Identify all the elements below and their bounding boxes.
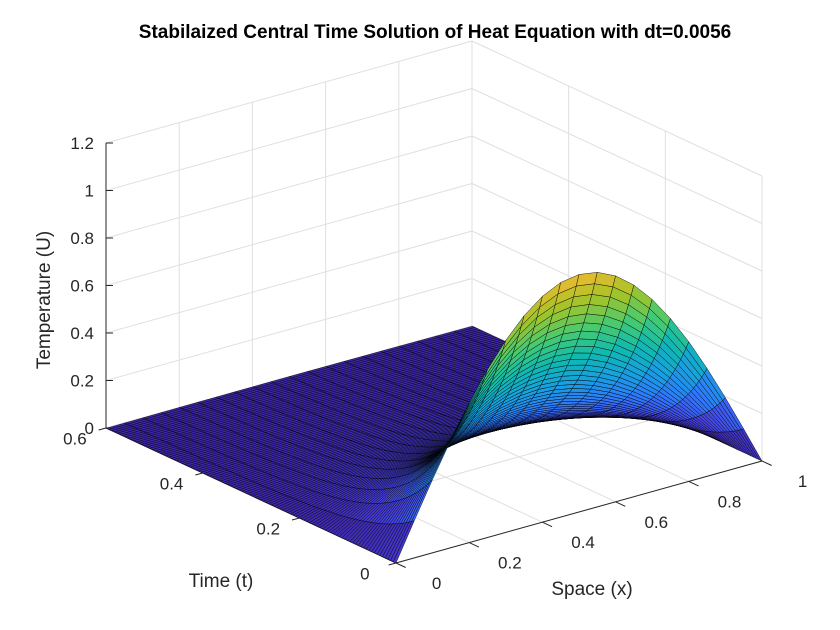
- x-tick-label: 1: [798, 472, 807, 491]
- z-tick-label: 0.4: [70, 324, 94, 343]
- surface-patch: [578, 330, 600, 340]
- surface-patch: [561, 370, 584, 377]
- x-tick-label: 0.6: [644, 513, 668, 532]
- y-tick-label: 0.6: [63, 430, 87, 449]
- y-tick-mark: [98, 427, 107, 431]
- z-tick-label: 0: [85, 419, 94, 438]
- x-tick-mark: [468, 542, 480, 548]
- surface-patch: [575, 338, 598, 347]
- y-tick-mark: [291, 517, 300, 521]
- surface-patch: [567, 358, 589, 366]
- grid-line: [105, 40, 473, 144]
- grid-lines: [105, 40, 763, 564]
- z-tick-label: 1: [85, 182, 94, 201]
- x-axis-line: [395, 460, 763, 564]
- surface-patch: [740, 428, 763, 462]
- z-tick-label: 1.2: [70, 134, 94, 153]
- z-tick-label: 0.2: [70, 372, 94, 391]
- grid-line: [105, 183, 473, 286]
- surface-patch: [560, 398, 584, 403]
- grid-line: [105, 230, 473, 334]
- x-tick-label: 0.8: [718, 492, 742, 511]
- y-tick-label: 0: [360, 565, 369, 584]
- chart-title: Stabilaized Central Time Solution of Hea…: [139, 22, 731, 43]
- y-tick-label: 0.2: [256, 520, 280, 539]
- z-tick-label: 0.8: [70, 229, 94, 248]
- x-tick-mark: [542, 521, 553, 528]
- x-tick-mark: [688, 480, 699, 487]
- tick-labels: 00.20.40.60.8100.20.40.600.20.40.60.811.…: [63, 134, 807, 593]
- x-tick-mark: [395, 562, 406, 568]
- grid-line: [471, 183, 763, 319]
- x-tick-label: 0.4: [571, 533, 595, 552]
- y-tick-mark: [195, 472, 203, 476]
- z-tick-label: 0.6: [70, 277, 94, 296]
- surface-patch: [563, 395, 586, 400]
- z-axis-label: Temperature (U): [34, 231, 55, 369]
- surface-patch: [572, 345, 595, 354]
- y-tick-mark: [388, 562, 397, 566]
- x-tick-mark: [761, 460, 772, 466]
- y-tick-label: 0.4: [160, 475, 184, 494]
- surface-patch: [564, 364, 587, 372]
- grid-line: [105, 88, 473, 191]
- x-axis-label: Space (x): [551, 579, 632, 600]
- y-axis-label: Time (t): [189, 571, 254, 592]
- grid-line: [471, 88, 763, 224]
- x-tick-label: 0: [432, 574, 441, 593]
- surface-patch: [575, 272, 598, 287]
- x-tick-mark: [615, 501, 626, 507]
- surface-plot: [105, 272, 763, 564]
- x-tick-label: 0.2: [498, 554, 522, 573]
- surface-patch: [569, 352, 592, 360]
- grid-line: [471, 40, 763, 177]
- grid-line: [105, 135, 473, 239]
- grid-line: [471, 135, 763, 272]
- grid-line: [105, 278, 473, 381]
